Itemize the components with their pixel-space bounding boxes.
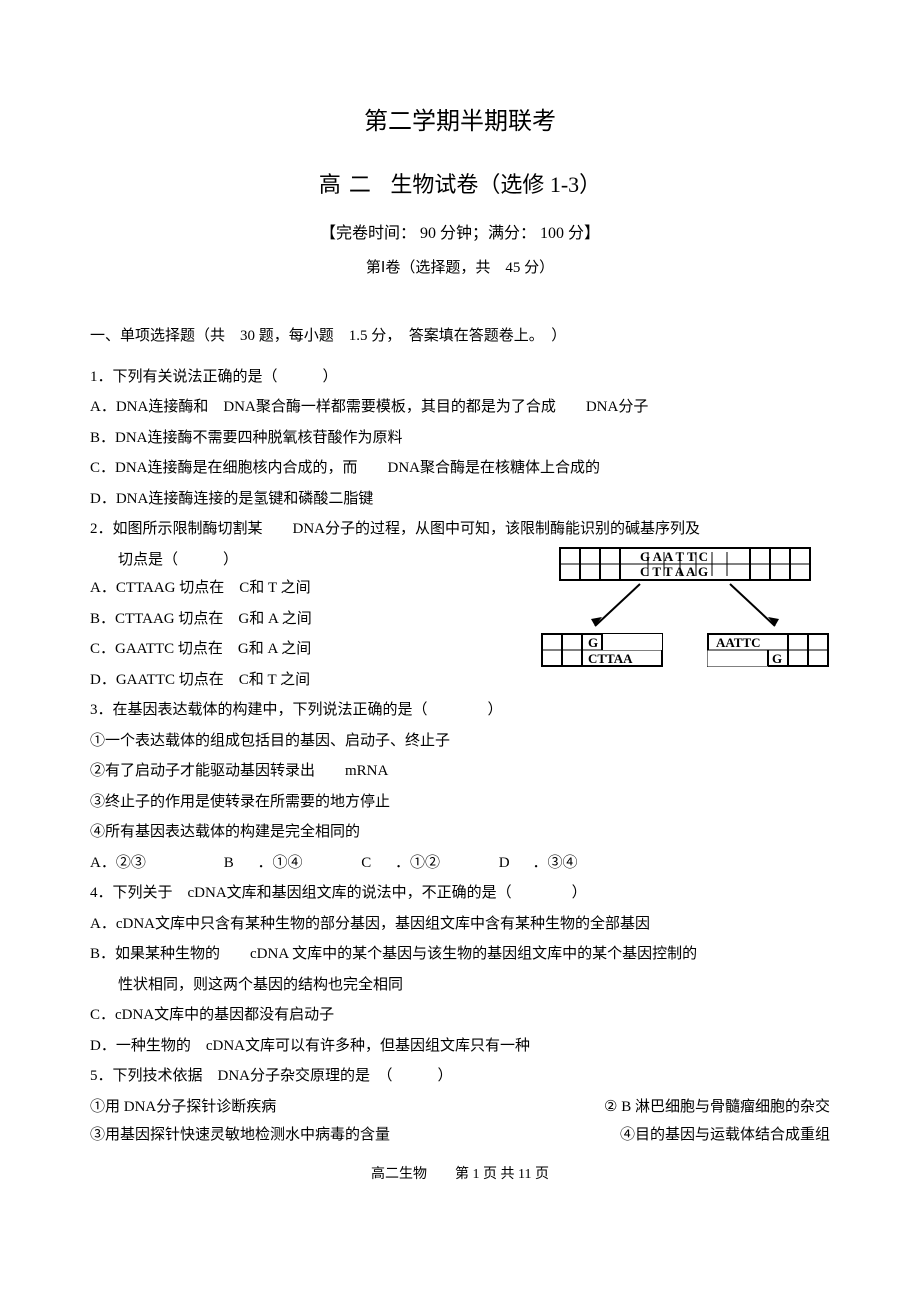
title-main: 第二学期半期联考	[90, 100, 830, 146]
q5-line2-right: ④目的基因与运载体结合成重组	[620, 1121, 830, 1150]
q3-stem: 3．在基因表达载体的构建中，下列说法正确的是（ ）	[90, 696, 830, 725]
q2-diagram: G A A T T C C T T A A G G	[540, 546, 830, 687]
q1-option-b: B．DNA连接酶不需要四种脱氧核苷酸作为原料	[90, 424, 830, 453]
q3-line4: ④所有基因表达载体的构建是完全相同的	[90, 818, 830, 847]
q3-opt-c-label: C	[361, 849, 391, 878]
q3-opt-d-label: D	[499, 849, 529, 878]
diagram-top-seq1: G A A T T C	[640, 549, 708, 564]
q1-option-a: A．DNA连接酶和 DNA聚合酶一样都需要模板，其目的都是为了合成 DNA分子	[90, 393, 830, 422]
q2-stem-line1: 2．如图所示限制酶切割某 DNA分子的过程，从图中可知，该限制酶能识别的碱基序列…	[90, 515, 830, 544]
q5-row2: ③用基因探针快速灵敏地检测水中病毒的含量 ④目的基因与运载体结合成重组	[90, 1121, 830, 1150]
q3-opt-c-text: ．①②	[395, 849, 495, 878]
diagram-top-seq2: C T T A A G	[640, 564, 708, 579]
q5-line1-right: ② B 淋巴细胞与骨髓瘤细胞的杂交	[604, 1093, 830, 1122]
diagram-br2: G	[772, 651, 782, 666]
q3-opt-a: A．②③	[90, 849, 220, 878]
q4-option-b-line2: 性状相同，则这两个基因的结构也完全相同	[90, 971, 830, 1000]
q3-line2: ②有了启动子才能驱动基因转录出 mRNA	[90, 757, 830, 786]
q3-line1: ①一个表达载体的组成包括目的基因、启动子、终止子	[90, 727, 830, 756]
title-sub: 高二 生物试卷（选修 1-3）	[90, 164, 830, 206]
diagram-bl1: G	[588, 635, 598, 650]
q3-opt-b-text: ．①④	[258, 849, 358, 878]
q5-line1-left: ①用 DNA分子探针诊断疾病	[90, 1093, 276, 1122]
q3-options-row: A．②③ B ．①④ C ．①② D ．③④	[90, 849, 830, 878]
q4-option-c: C．cDNA文库中的基因都没有启动子	[90, 1001, 830, 1030]
q1-option-c: C．DNA连接酶是在细胞核内合成的，而 DNA聚合酶是在核糖体上合成的	[90, 454, 830, 483]
section-info: 第Ⅰ卷（选择题，共 45 分）	[90, 254, 830, 283]
q4-option-b-line1: B．如果某种生物的 cDNA 文库中的某个基因与该生物的基因组文库中的某个基因控…	[90, 940, 830, 969]
q5-line2-left: ③用基因探针快速灵敏地检测水中病毒的含量	[90, 1121, 390, 1150]
title-sub-prefix: 高二	[319, 172, 379, 197]
title-sub-main: 生物试卷（选修 1-3）	[390, 172, 601, 197]
diagram-br1: AATTC	[716, 635, 761, 650]
q3-opt-d-text: ．③④	[533, 849, 578, 878]
q4-stem: 4．下列关于 cDNA文库和基因组文库的说法中，不正确的是（ ）	[90, 879, 830, 908]
section1-header: 一、单项选择题（共 30 题，每小题 1.5 分， 答案填在答题卷上。 ）	[90, 322, 830, 351]
q2-container: 切点是（ ） A．CTTAAG 切点在 C和 T 之间 B．CTTAAG 切点在…	[90, 546, 830, 695]
q1-stem: 1．下列有关说法正确的是（ ）	[90, 363, 830, 392]
q1-option-d: D．DNA连接酶连接的是氢键和磷酸二脂键	[90, 485, 830, 514]
q4-option-d: D．一种生物的 cDNA文库可以有许多种，但基因组文库只有一种	[90, 1032, 830, 1061]
q3-line3: ③终止子的作用是使转录在所需要的地方停止	[90, 788, 830, 817]
q3-opt-b-label: B	[224, 849, 254, 878]
q5-stem: 5．下列技术依据 DNA分子杂交原理的是 （ ）	[90, 1062, 830, 1091]
q5-row1: ①用 DNA分子探针诊断疾病 ② B 淋巴细胞与骨髓瘤细胞的杂交	[90, 1093, 830, 1122]
exam-info: 【完卷时间： 90 分钟；满分： 100 分】	[90, 219, 830, 249]
q4-option-a: A．cDNA文库中只含有某种生物的部分基因，基因组文库中含有某种生物的全部基因	[90, 910, 830, 939]
page-footer: 高二生物 第 1 页 共 11 页	[90, 1162, 830, 1189]
diagram-bl2: CTTAA	[588, 651, 633, 666]
